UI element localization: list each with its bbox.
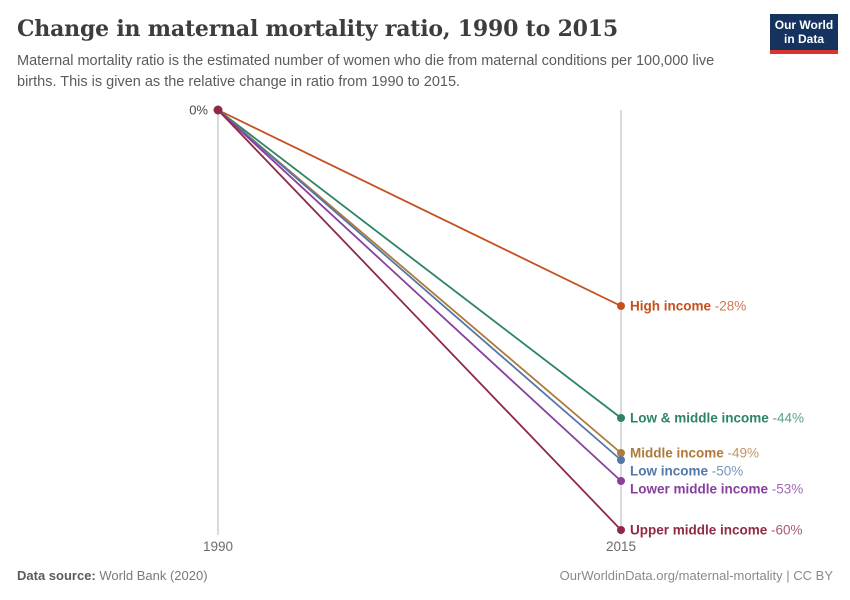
zero-percent-label: 0%	[189, 103, 208, 118]
end-point-low-income[interactable]	[617, 456, 625, 464]
series-label-value: -53%	[768, 482, 803, 497]
series-label-upper-middle-income[interactable]: Upper middle income -60%	[630, 523, 803, 538]
slope-line-lower-middle-income[interactable]	[217, 109, 622, 482]
end-point-lower-middle-income[interactable]	[617, 477, 625, 485]
series-label-lower-middle-income[interactable]: Lower middle income -53%	[630, 482, 803, 497]
series-label-low-middle-income[interactable]: Low & middle income -44%	[630, 411, 804, 426]
data-source-value: World Bank (2020)	[99, 568, 208, 583]
series-label-name: Low income	[630, 464, 708, 479]
series-label-high-income[interactable]: High income -28%	[630, 299, 746, 314]
end-point-high-income[interactable]	[617, 302, 625, 310]
series-label-value: -44%	[769, 411, 804, 426]
slope-line-high-income[interactable]	[217, 109, 622, 307]
x-tick-label-1990: 1990	[203, 539, 233, 554]
data-source-line: Data source: World Bank (2020)	[17, 568, 208, 583]
data-source-label: Data source:	[17, 568, 96, 583]
end-point-middle-income[interactable]	[617, 449, 625, 457]
slope-line-upper-middle-income[interactable]	[217, 109, 622, 531]
owid-logo-line2: in Data	[783, 31, 824, 46]
series-label-low-income[interactable]: Low income -50%	[630, 464, 743, 479]
x-tick-label-2015: 2015	[606, 539, 636, 554]
owid-logo-line1: Our World	[774, 18, 834, 32]
end-point-upper-middle-income[interactable]	[617, 526, 625, 534]
chart-footer: Data source: World Bank (2020) OurWorldi…	[17, 568, 833, 583]
end-point-low-middle-income[interactable]	[617, 414, 625, 422]
series-label-name: Upper middle income	[630, 523, 768, 538]
origin-point[interactable]	[213, 105, 223, 115]
series-label-name: Middle income	[630, 446, 724, 461]
chart-subtitle: Maternal mortality ratio is the estimate…	[17, 53, 715, 90]
series-label-value: -49%	[724, 446, 759, 461]
slope-line-low-middle-income[interactable]	[217, 109, 622, 419]
series-label-name: Low & middle income	[630, 411, 769, 426]
series-label-name: Lower middle income	[630, 482, 769, 497]
owid-logo[interactable]: Our World in Data	[770, 14, 838, 54]
series-label-value: -50%	[708, 464, 743, 479]
slope-line-low-income[interactable]	[217, 109, 622, 461]
series-label-name: High income	[630, 299, 711, 314]
chart-header: Change in maternal mortality ratio, 1990…	[17, 16, 757, 93]
series-label-value: -60%	[767, 523, 802, 538]
credit-link[interactable]: OurWorldinData.org/maternal-mortality | …	[559, 568, 833, 583]
chart-title: Change in maternal mortality ratio, 1990…	[17, 16, 619, 42]
series-label-value: -28%	[711, 299, 746, 314]
series-label-middle-income[interactable]: Middle income -49%	[630, 446, 759, 461]
